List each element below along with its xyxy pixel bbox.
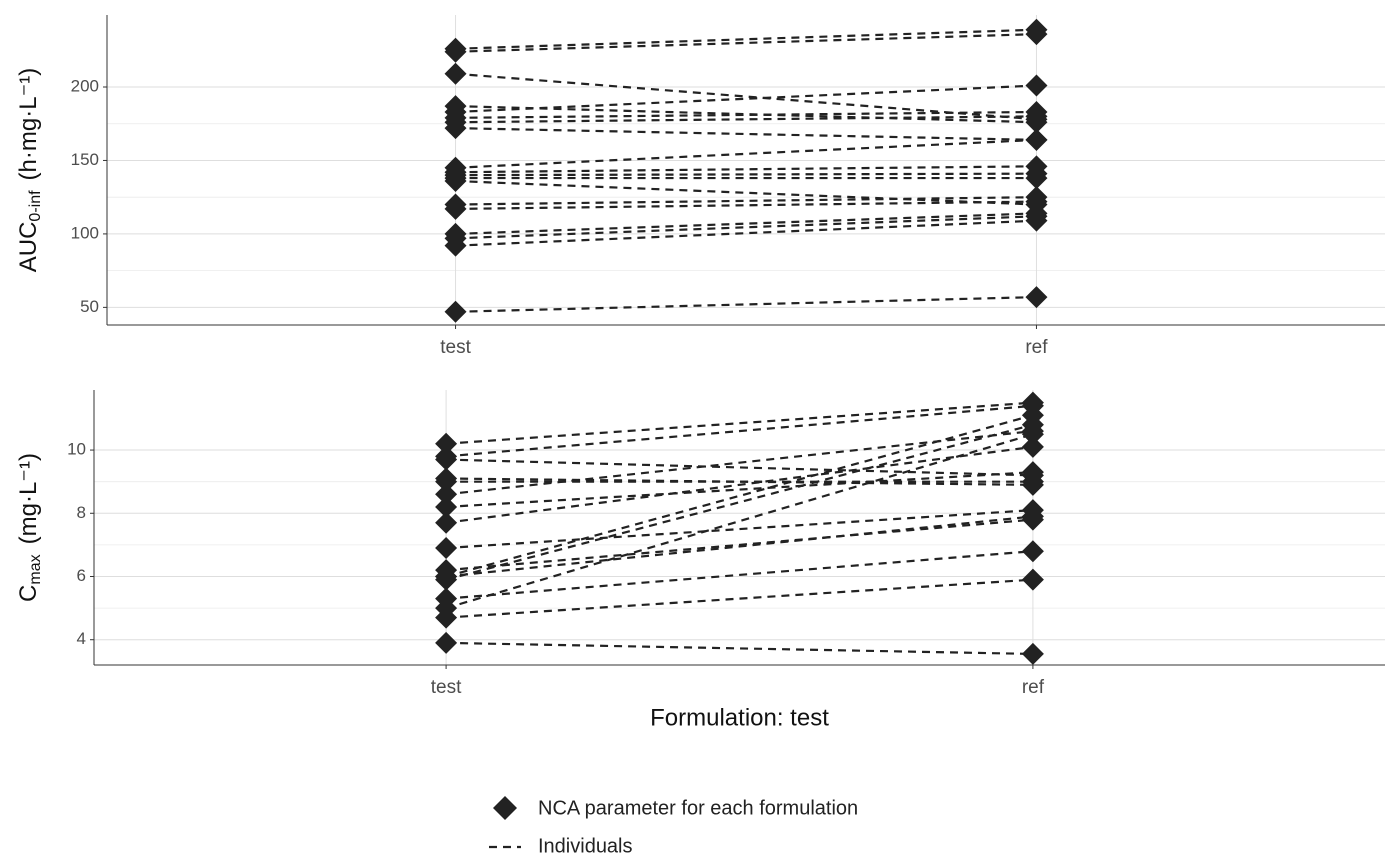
individual-line	[446, 509, 1033, 550]
point	[1021, 540, 1044, 563]
individual-line	[445, 433, 1034, 610]
point	[444, 62, 467, 85]
individual-line	[455, 295, 1037, 313]
point	[435, 483, 458, 506]
individual-line	[445, 423, 1034, 581]
point	[435, 565, 458, 588]
individual-line	[446, 471, 1033, 509]
individual-line	[445, 414, 1034, 578]
point	[435, 470, 458, 493]
individual-line	[446, 578, 1033, 619]
y-label-unit: (h·mg·L⁻¹)	[15, 68, 42, 181]
point	[444, 117, 467, 140]
legend-label: NCA parameter for each formulation	[538, 797, 858, 819]
y-tick-label: 200	[71, 76, 99, 95]
individual-line	[455, 179, 1037, 206]
y-label-sub: max	[27, 554, 44, 584]
point	[1021, 461, 1044, 484]
y-tick-label: 4	[77, 629, 86, 648]
y-tick-label: 150	[71, 150, 99, 169]
x-axis-label: Formulation: test	[650, 704, 829, 731]
individual-line	[455, 33, 1037, 53]
x-tick-label: ref	[1025, 337, 1048, 358]
individual-line	[445, 515, 1034, 578]
y-label-main: C	[15, 585, 42, 602]
y-label-unit: (mg·L⁻¹)	[15, 453, 42, 544]
y-tick-label: 10	[67, 440, 86, 459]
individual-line	[455, 127, 1037, 141]
x-tick-label: test	[431, 677, 462, 698]
legend-marker	[493, 796, 517, 820]
individual-line	[446, 550, 1033, 600]
point	[444, 40, 467, 63]
point	[444, 234, 467, 257]
legend-label: Individuals	[538, 835, 633, 857]
x-tick-label: test	[440, 337, 471, 358]
y-axis-label: AUC0-inf (h·mg·L⁻¹)	[15, 68, 44, 272]
y-tick-label: 8	[77, 503, 86, 522]
point	[1021, 505, 1044, 528]
y-tick-label: 100	[71, 223, 99, 242]
point	[1025, 190, 1048, 213]
point	[1021, 568, 1044, 591]
point	[435, 448, 458, 471]
point	[1025, 105, 1048, 128]
point	[1021, 423, 1044, 446]
individual-line	[445, 518, 1034, 572]
point	[1021, 435, 1044, 458]
individual-line	[445, 445, 1034, 524]
individual-line	[455, 28, 1037, 50]
individual-line	[455, 84, 1037, 114]
individual-line	[455, 165, 1037, 174]
individual-line	[455, 219, 1037, 247]
point	[444, 170, 467, 193]
point	[1025, 209, 1048, 232]
individual-line	[455, 138, 1037, 169]
point	[1025, 128, 1048, 151]
individual-line	[455, 215, 1037, 240]
individual-line	[455, 172, 1037, 177]
point	[435, 511, 458, 534]
y-label-main: AUC	[15, 222, 42, 273]
y-tick-label: 50	[80, 297, 99, 316]
point	[444, 300, 467, 323]
point	[435, 537, 458, 560]
individual-line	[446, 401, 1033, 445]
point	[444, 197, 467, 220]
point	[435, 495, 458, 518]
point	[1025, 286, 1048, 309]
point	[1025, 74, 1048, 97]
y-tick-label: 6	[77, 566, 86, 585]
point	[435, 631, 458, 654]
individual-line	[445, 404, 1034, 458]
point	[1025, 23, 1048, 46]
x-tick-label: ref	[1022, 677, 1045, 698]
point	[435, 606, 458, 629]
individual-line	[446, 641, 1033, 656]
y-axis-label: Cmax (mg·L⁻¹)	[15, 453, 44, 602]
point	[1025, 167, 1048, 190]
point	[435, 432, 458, 455]
point	[1021, 642, 1044, 665]
y-label-sub: 0-inf	[27, 190, 44, 222]
